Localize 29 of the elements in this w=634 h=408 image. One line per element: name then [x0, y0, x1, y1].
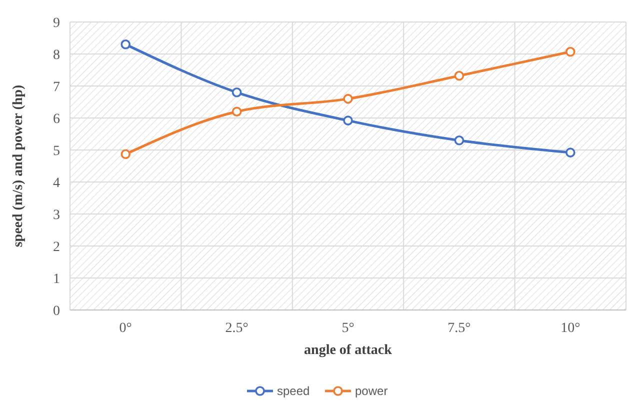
y-tick-label: 7 [53, 80, 60, 95]
y-tick-label: 1 [53, 272, 60, 287]
point [343, 94, 353, 104]
point [566, 148, 576, 158]
point [454, 70, 464, 81]
x-axis-title: angle of attack [304, 343, 392, 358]
point [232, 106, 242, 116]
legend-label: power [355, 384, 388, 398]
y-tick-label: 2 [53, 240, 60, 255]
point [232, 88, 242, 98]
x-tick-label: 5° [342, 321, 354, 336]
y-tick-label: 9 [53, 16, 60, 31]
point [454, 136, 464, 146]
point [120, 40, 130, 50]
y-tick-label: 5 [53, 144, 60, 159]
x-tick-label: 0° [119, 321, 132, 336]
y-tick-label: 8 [53, 48, 60, 63]
y-tick-label: 4 [53, 176, 60, 191]
y-tick-label: 0 [53, 304, 60, 319]
x-tick-label: 10° [560, 321, 580, 336]
x-tick-label: 2.5° [225, 321, 248, 336]
point [120, 149, 130, 160]
point [566, 46, 576, 57]
y-tick-label: 6 [53, 112, 60, 127]
legend-label: speed [277, 384, 310, 398]
y-tick-label: 3 [53, 208, 60, 223]
y-axis-title: speed (m/s) and power (hp) [11, 84, 26, 248]
x-tick-label: 7.5° [448, 321, 471, 336]
point [343, 116, 353, 126]
